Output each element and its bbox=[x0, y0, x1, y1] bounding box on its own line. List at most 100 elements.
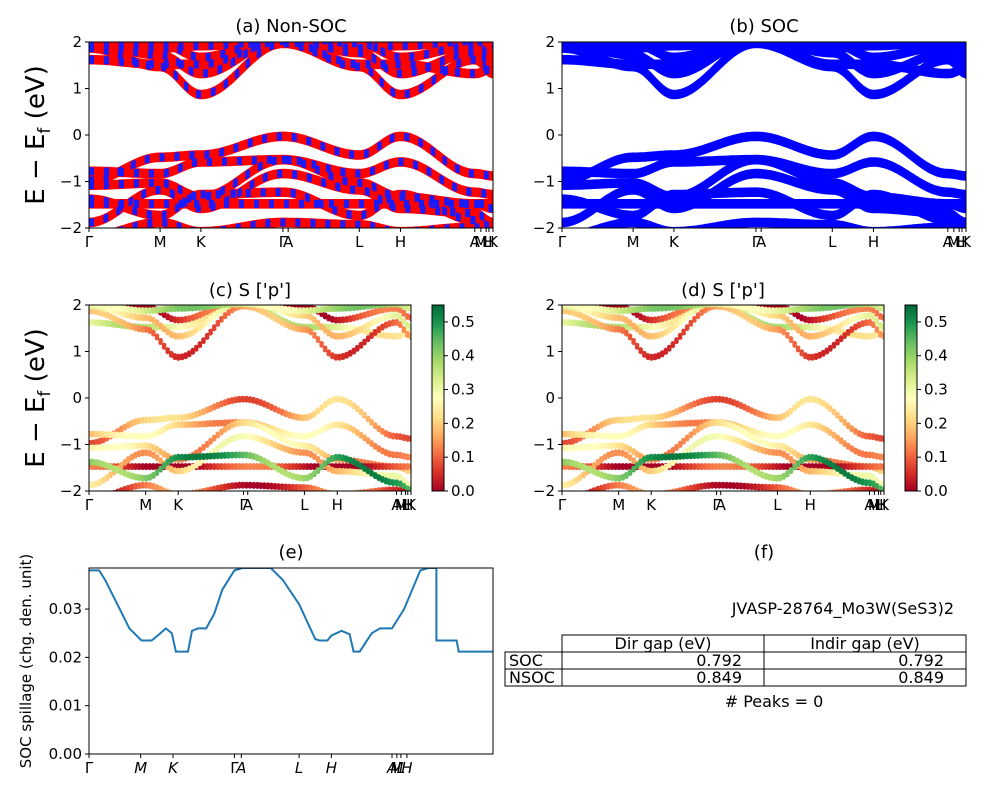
band-point bbox=[781, 484, 787, 490]
band-point bbox=[649, 467, 654, 473]
band-point bbox=[186, 421, 192, 426]
band-point bbox=[638, 328, 643, 334]
y-tick-label: −2 bbox=[60, 482, 82, 500]
band-point bbox=[133, 473, 138, 479]
band-point bbox=[355, 344, 360, 350]
band-point bbox=[342, 490, 344, 491]
band-point bbox=[90, 439, 95, 445]
band-point bbox=[126, 322, 131, 327]
band-point bbox=[692, 400, 697, 406]
band-point bbox=[620, 323, 626, 329]
band-point bbox=[190, 421, 196, 426]
band-line-5-3 bbox=[89, 131, 493, 180]
band-point bbox=[795, 424, 801, 430]
band-point bbox=[874, 434, 880, 439]
band-point bbox=[294, 432, 299, 437]
band-point bbox=[215, 444, 221, 450]
band-point bbox=[867, 332, 872, 338]
band-point bbox=[269, 461, 274, 467]
band-point bbox=[308, 472, 314, 478]
band-point bbox=[613, 416, 618, 422]
band-point bbox=[742, 425, 747, 430]
band-point bbox=[118, 462, 124, 467]
x-tick-label-K: K bbox=[173, 496, 184, 514]
band-point bbox=[774, 305, 779, 308]
band-point bbox=[272, 315, 278, 320]
band-point bbox=[237, 395, 242, 401]
band-point bbox=[835, 411, 840, 417]
band-point bbox=[849, 316, 855, 321]
band-point bbox=[806, 332, 812, 338]
band-point bbox=[588, 305, 593, 309]
band-point bbox=[391, 300, 396, 305]
band-point bbox=[581, 298, 586, 303]
band-point bbox=[763, 306, 769, 312]
band-point bbox=[756, 437, 762, 442]
band-point bbox=[319, 323, 324, 328]
band-point bbox=[140, 314, 145, 319]
band-point bbox=[279, 467, 285, 473]
band-point bbox=[763, 472, 769, 478]
band-point bbox=[763, 431, 769, 437]
band-point bbox=[204, 406, 210, 412]
band-point bbox=[613, 325, 618, 331]
band-point bbox=[247, 396, 253, 401]
band-point bbox=[215, 419, 221, 425]
band-point bbox=[831, 325, 837, 331]
band-point bbox=[774, 432, 779, 438]
band-point bbox=[627, 306, 633, 312]
band-point bbox=[122, 310, 128, 316]
band-point bbox=[860, 486, 865, 491]
band-point bbox=[115, 466, 120, 472]
band-point bbox=[344, 423, 349, 428]
band-point bbox=[186, 350, 192, 356]
band-point bbox=[788, 428, 794, 434]
band-point bbox=[878, 434, 883, 440]
band-point bbox=[735, 463, 740, 468]
x-tick-label-H: H bbox=[401, 759, 412, 777]
band-point bbox=[652, 421, 658, 426]
band-point bbox=[667, 449, 672, 455]
band-point bbox=[301, 442, 307, 447]
band-point bbox=[179, 421, 185, 426]
band-point bbox=[634, 462, 640, 467]
band-point bbox=[642, 414, 647, 420]
band-point bbox=[792, 404, 797, 410]
band-point bbox=[247, 463, 253, 468]
band-point bbox=[312, 485, 317, 491]
band-point bbox=[140, 474, 145, 480]
band-point bbox=[351, 305, 357, 309]
band-point bbox=[133, 482, 138, 488]
band-point bbox=[204, 332, 210, 338]
panel-d-title: (d) S ['p'] bbox=[681, 280, 765, 301]
band-point bbox=[340, 467, 346, 473]
band-point bbox=[799, 349, 804, 355]
band-point bbox=[315, 456, 321, 461]
band-point bbox=[659, 305, 665, 310]
band-point bbox=[322, 452, 328, 457]
band-point bbox=[560, 296, 565, 301]
band-point bbox=[810, 453, 815, 459]
band-point bbox=[215, 305, 220, 307]
band-point bbox=[122, 432, 128, 437]
band-point bbox=[254, 305, 260, 309]
band-point bbox=[842, 309, 847, 315]
band-point bbox=[390, 479, 396, 484]
band-point bbox=[365, 467, 371, 473]
band-point bbox=[97, 444, 102, 449]
band-point bbox=[351, 402, 357, 408]
band-point bbox=[763, 305, 769, 307]
band-point bbox=[706, 463, 711, 468]
band-point bbox=[645, 316, 651, 321]
band-point bbox=[208, 420, 213, 425]
band-point bbox=[380, 305, 385, 308]
band-point bbox=[158, 427, 163, 433]
band-point bbox=[838, 328, 844, 334]
band-point bbox=[799, 323, 804, 329]
band-point bbox=[853, 306, 858, 312]
band-point bbox=[143, 314, 149, 319]
band-point bbox=[620, 449, 626, 455]
band-point bbox=[749, 305, 754, 310]
band-point bbox=[788, 486, 794, 491]
band-point bbox=[240, 463, 246, 468]
